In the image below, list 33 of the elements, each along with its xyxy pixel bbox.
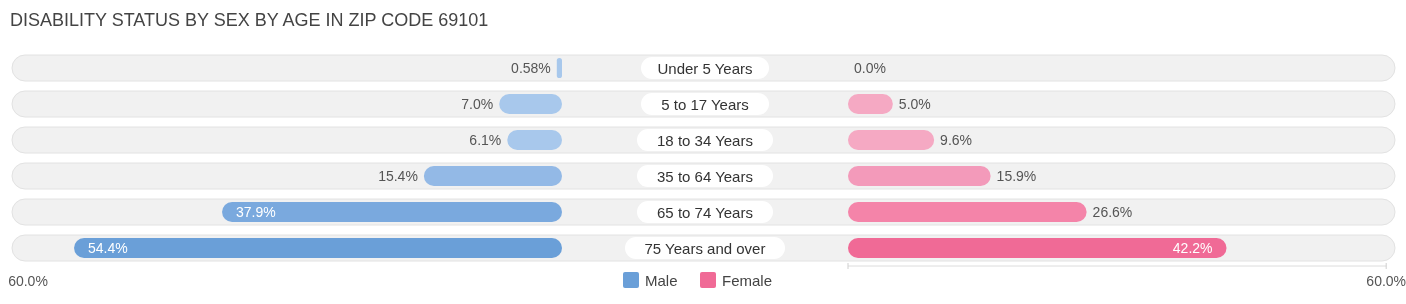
legend-label: Male: [645, 272, 678, 289]
y-tick-label: 5 to 17 Years: [661, 96, 749, 113]
bar: [507, 130, 562, 150]
data-label: 7.0%: [461, 96, 494, 112]
data-label: 0.58%: [511, 60, 551, 76]
data-label: 42.2%: [1172, 240, 1213, 256]
data-label: 15.4%: [378, 168, 418, 184]
bar: [423, 166, 562, 186]
data-label: 26.6%: [1092, 204, 1133, 220]
bar: [848, 202, 1087, 222]
bar: [556, 58, 562, 78]
legend-label: Female: [722, 272, 773, 289]
bar: [848, 238, 1227, 258]
data-label: 15.9%: [996, 168, 1037, 184]
y-tick-label: 35 to 64 Years: [657, 168, 753, 185]
chart-title: DISABILITY STATUS BY SEX BY AGE IN ZIP CODE 69101: [10, 10, 489, 30]
bar: [74, 238, 562, 258]
text: 60.0%: [8, 273, 48, 289]
y-tick-label: 18 to 34 Years: [657, 132, 753, 149]
bar: [848, 94, 893, 114]
bar: [222, 202, 562, 222]
bar: [848, 130, 935, 150]
y-tick-label: 65 to 74 Years: [657, 204, 753, 221]
data-label: 0.0%: [854, 60, 886, 76]
data-label: 54.4%: [88, 240, 128, 256]
data-label: 5.0%: [898, 96, 931, 112]
bar: [499, 94, 562, 114]
y-tick-label: Under 5 Years: [657, 60, 753, 77]
data-label: 9.6%: [940, 132, 973, 148]
data-label: 37.9%: [236, 204, 276, 220]
bar: [848, 166, 991, 186]
data-label: 6.1%: [469, 132, 502, 148]
y-tick-label: 75 Years and over: [644, 240, 766, 257]
